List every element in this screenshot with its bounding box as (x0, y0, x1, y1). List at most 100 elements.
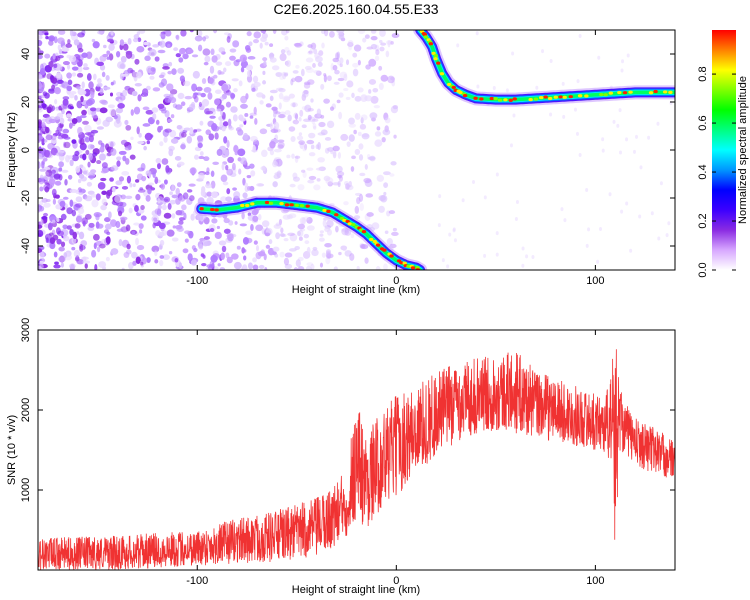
noise-speck (215, 61, 223, 66)
noise-speck (38, 81, 43, 90)
noise-speck (42, 91, 48, 97)
noise-speck (203, 156, 210, 162)
noise-speck (249, 185, 255, 192)
noise-speck (317, 132, 326, 136)
noise-speck (560, 207, 564, 212)
upper-trace-peak (458, 90, 463, 95)
noise-speck (106, 56, 110, 60)
noise-speck (282, 95, 291, 103)
noise-speck (79, 243, 84, 252)
noise-speck (202, 254, 206, 259)
upper-trace-peak (543, 95, 548, 99)
noise-speck (85, 149, 90, 156)
noise-speck (272, 160, 278, 168)
noise-speck (244, 45, 251, 51)
noise-speck (39, 168, 47, 172)
noise-speck (341, 227, 350, 236)
noise-speck (118, 176, 125, 182)
noise-speck (151, 107, 159, 113)
noise-speck (226, 140, 230, 148)
noise-speck (38, 119, 42, 125)
noise-speck (137, 94, 142, 102)
noise-speck (244, 165, 251, 170)
upper-trace-peak (446, 82, 452, 87)
noise-speck (182, 248, 189, 254)
noise-speck (283, 238, 289, 242)
noise-speck (57, 44, 61, 51)
noise-speck (83, 88, 91, 97)
upper-trace-peak (462, 93, 468, 98)
noise-speck (472, 180, 476, 185)
noise-speck (379, 30, 386, 37)
noise-speck (262, 30, 266, 34)
noise-speck (82, 170, 88, 175)
noise-speck (45, 35, 49, 40)
noise-speck (56, 125, 63, 133)
noise-speck (634, 134, 638, 139)
colorbar-ticks: 0.0 0.2 0.4 0.6 0.8 (697, 66, 736, 278)
noise-speck (161, 230, 168, 236)
noise-speck (256, 183, 264, 187)
noise-speck (260, 36, 267, 43)
noise-speck (196, 86, 203, 92)
noise-speck (147, 188, 152, 195)
noise-speck (58, 167, 63, 172)
noise-speck (99, 64, 106, 71)
noise-speck (278, 72, 285, 80)
noise-speck (222, 121, 229, 127)
noise-speck (209, 260, 215, 268)
noise-speck (294, 155, 301, 159)
noise-speck (283, 96, 291, 101)
noise-speck (96, 61, 105, 67)
noise-speck (225, 101, 232, 108)
noise-speck (209, 115, 216, 119)
noise-speck (319, 237, 325, 242)
noise-speck (390, 40, 394, 45)
noise-speck (95, 193, 101, 201)
noise-speck (348, 117, 355, 125)
noise-speck (233, 261, 242, 270)
noise-speck (243, 132, 249, 140)
noise-speck (320, 129, 328, 136)
noise-speck (357, 87, 364, 93)
noise-speck (53, 251, 58, 258)
noise-speck (351, 155, 356, 160)
noise-speck (168, 251, 173, 255)
y-tick-label: 0 (20, 147, 32, 153)
noise-speck (73, 249, 81, 258)
noise-speck (345, 96, 351, 100)
noise-speck (72, 231, 78, 240)
noise-speck (38, 224, 43, 229)
noise-speck (280, 49, 286, 54)
noise-speck (293, 267, 299, 270)
x-tick-label: 100 (586, 275, 604, 287)
noise-speck (253, 39, 259, 44)
noise-speck (144, 132, 153, 141)
noise-speck (163, 179, 168, 185)
noise-speck (116, 228, 124, 232)
lower-trace-peak (279, 202, 284, 206)
noise-speck (129, 154, 136, 160)
noise-speck (280, 227, 284, 234)
noise-speck (277, 144, 284, 150)
noise-speck (189, 30, 194, 33)
noise-speck (155, 229, 161, 237)
top-x-axis-label: Height of straight line (km) (292, 284, 420, 296)
noise-speck (109, 108, 117, 117)
noise-speck (110, 148, 117, 156)
noise-speck (264, 41, 269, 46)
noise-speck (125, 50, 133, 59)
noise-speck (252, 215, 259, 222)
noise-speck (101, 71, 106, 78)
noise-speck (337, 151, 342, 159)
noise-speck (106, 50, 111, 55)
noise-speck (303, 216, 310, 221)
colorbar-tick-label: 0.2 (697, 213, 709, 228)
noise-speck (285, 30, 290, 34)
lower-trace-peak (294, 203, 300, 207)
noise-speck (306, 139, 315, 145)
noise-speck (204, 55, 211, 63)
noise-speck (115, 107, 124, 114)
noise-speck (174, 155, 182, 161)
noise-speck (354, 95, 362, 102)
